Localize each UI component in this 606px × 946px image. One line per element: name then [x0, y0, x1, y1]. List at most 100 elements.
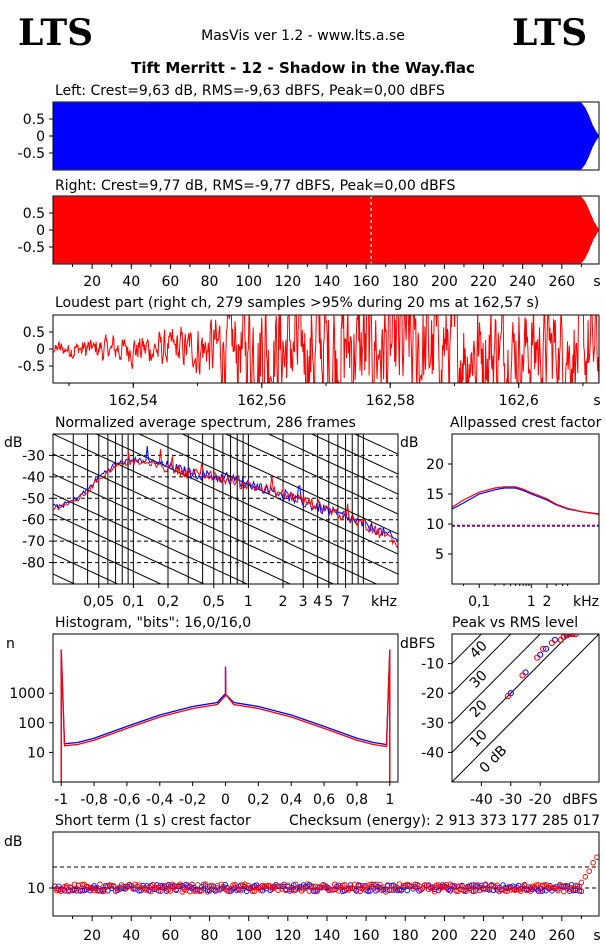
left-wave-ytick-label: -0.5: [18, 146, 45, 162]
shortterm-point-right: [433, 882, 440, 888]
histogram-xtick-label: -0,6: [113, 792, 140, 808]
spectrum-xtick-label: 5: [324, 594, 333, 610]
shortterm-point-right: [459, 883, 465, 889]
shortterm-point-right: [373, 881, 379, 887]
peakrms-ytick-label: -40: [421, 745, 444, 761]
shortterm-point-right: [97, 881, 103, 887]
spectrum-xtick-label: 0,1: [122, 594, 144, 610]
spectrum-series-left: [53, 446, 398, 541]
spectrum-ytick-label: -80: [22, 556, 45, 572]
peakrms-ytick-label: -20: [421, 686, 444, 702]
crest-xtick-label: 1: [527, 594, 536, 610]
crest-frame: [451, 433, 600, 585]
spectrum-xtick-label: 0,05: [83, 594, 114, 610]
right-wave-xtick-label: 40: [122, 274, 140, 290]
shortterm-point-right: [377, 881, 383, 888]
peakrms-point-right: [504, 693, 511, 700]
shortterm-xtick-label: 260: [548, 928, 575, 944]
right-waveform-tail: [580, 201, 597, 259]
shortterm-point-right: [167, 888, 174, 894]
peakrms-point-left: [542, 645, 550, 652]
peakrms-xtick-label: -20: [529, 792, 552, 808]
histogram-plot: [60, 649, 391, 782]
crest-unit: kHz: [573, 594, 599, 610]
shortterm-point-right: [265, 882, 272, 889]
spectrum-slope-line: [53, 254, 398, 414]
peakrms-xtick-label: -40: [470, 792, 493, 808]
shortterm-ytick-label: 10: [27, 881, 45, 897]
shortterm-point-left: [539, 888, 545, 894]
right-wave-xtick-label: 260: [548, 274, 575, 290]
spectrum-slope-line: [53, 473, 292, 584]
histogram-ylabel: n: [6, 636, 15, 652]
spectrum-slope-line: [267, 434, 398, 495]
logo-left: LTS: [18, 12, 93, 54]
crest-ytick-label: 10: [426, 517, 444, 533]
histogram-chart: [52, 633, 399, 783]
right-wave-xtick-label: 100: [235, 274, 262, 290]
peakrms-point-left: [537, 651, 544, 658]
shortterm-point-right: [328, 887, 334, 893]
shortterm-point-right: [224, 888, 230, 894]
shortterm-point-right: [576, 883, 583, 890]
shortterm-point-right: [347, 885, 354, 891]
shortterm-point-right: [533, 882, 540, 888]
spectrum-xtick-label: 0,5: [203, 594, 225, 610]
shortterm-point-right: [355, 882, 362, 889]
shortterm-point-right: [521, 881, 528, 888]
spectrum-xtick-label: 0,2: [157, 594, 179, 610]
spectrum-slope-line: [53, 553, 119, 584]
checksum-label: Checksum (energy): 2 913 373 177 285 017: [289, 813, 600, 829]
loudest-ytick-label: 0: [36, 342, 45, 358]
shortterm-point-right: [590, 860, 596, 866]
peakrms-ytick-label: -30: [421, 716, 444, 732]
peakrms-point-right: [540, 645, 547, 652]
right-wave-xtick-label: 60: [162, 274, 180, 290]
spectrum-ytick-label: -60: [22, 513, 45, 529]
peakrms-ytick-label: -10: [421, 657, 444, 673]
histogram-xtick-label: -0,8: [80, 792, 107, 808]
left-waveform: [52, 101, 600, 171]
shortterm-point-right: [198, 888, 205, 894]
shortterm-xtick-label: 200: [431, 928, 458, 944]
left-wave-label: Left: Crest=9,63 dB, RMS=-9,63 dBFS, Pea…: [55, 83, 445, 99]
shortterm-point-right: [120, 883, 127, 890]
spectrum-slope-line: [53, 434, 378, 584]
shortterm-point-right: [445, 887, 452, 893]
spectrum-xtick-label: 7: [341, 594, 350, 610]
shortterm-point-right: [457, 883, 463, 889]
shortterm-point-right: [502, 888, 508, 894]
left-waveform-tail: [580, 107, 597, 165]
shortterm-xtick-label: 80: [201, 928, 219, 944]
shortterm-ylabel: dB: [4, 834, 23, 850]
peakrms-crest-line: [452, 634, 483, 665]
shortterm-point-right: [290, 887, 297, 894]
histogram-xtick-label: 0,6: [313, 792, 335, 808]
loudest-ytick-label: 0.5: [23, 325, 45, 341]
loudest-label: Loudest part (right ch, 279 samples >95%…: [55, 295, 539, 311]
spectrum-slope-line: [53, 453, 335, 584]
shortterm-chart: [52, 831, 600, 917]
histogram-xtick-label: 0,2: [247, 792, 269, 808]
shortterm-point-left: [73, 887, 80, 894]
right-wave-unit: s: [593, 274, 600, 290]
histogram-xtick-label: -0,4: [146, 792, 173, 808]
loudest-series-right: [53, 315, 599, 383]
shortterm-point-right: [236, 883, 242, 889]
shortterm-point-right: [537, 888, 544, 894]
shortterm-point-right: [216, 887, 223, 893]
shortterm-point-right: [453, 888, 459, 894]
shortterm-point-right: [375, 886, 381, 893]
shortterm-point-right: [455, 888, 461, 894]
shortterm-point-left: [568, 881, 575, 888]
spectrum-frame: [52, 433, 399, 585]
loudest-xtick-label: 162,6: [499, 393, 539, 409]
peakrms-point-right: [519, 672, 526, 679]
histogram-frame: [52, 633, 399, 783]
shortterm-xtick-label: 60: [162, 928, 180, 944]
peakrms-crest-line: [452, 634, 599, 782]
shortterm-point-right: [153, 884, 160, 891]
shortterm-point-right: [281, 881, 287, 888]
crest-xtick-label: 0,1: [468, 594, 490, 610]
